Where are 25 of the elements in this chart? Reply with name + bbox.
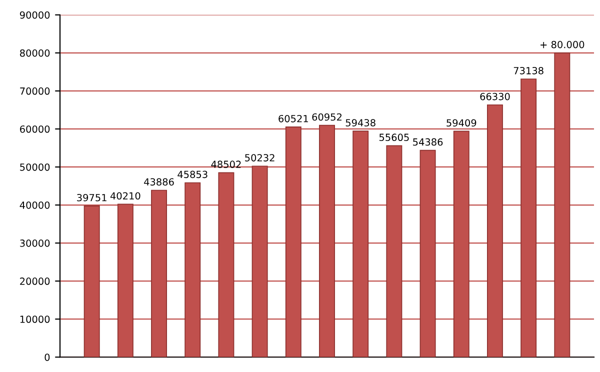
data-label: 66330 bbox=[480, 92, 510, 100]
data-label: + 80.000 bbox=[540, 40, 584, 48]
data-label: 59409 bbox=[446, 119, 476, 127]
data-label: 43886 bbox=[144, 178, 174, 186]
y-tick-label: 30000 bbox=[20, 240, 50, 247]
data-label: 45853 bbox=[178, 170, 208, 178]
data-label: 40210 bbox=[110, 192, 140, 200]
y-tick-label: 50000 bbox=[20, 163, 50, 171]
y-tick-label: 0 bbox=[44, 354, 50, 361]
data-label: 59438 bbox=[346, 119, 376, 126]
data-label: 50232 bbox=[245, 154, 274, 162]
y-tick-label: 70000 bbox=[20, 87, 50, 95]
data-label: 60952 bbox=[312, 113, 342, 121]
data-label: 54386 bbox=[413, 138, 443, 146]
y-tick-label: 90000 bbox=[20, 11, 50, 19]
y-tick-label: 10000 bbox=[20, 316, 50, 323]
data-label: 60521 bbox=[278, 114, 308, 122]
y-tick-label: 60000 bbox=[20, 125, 50, 133]
data-label: 73138 bbox=[514, 66, 544, 74]
y-tick-label: 40000 bbox=[20, 201, 50, 209]
y-tick-label: 20000 bbox=[20, 278, 50, 285]
data-label: 55605 bbox=[379, 134, 409, 142]
data-label: 48502 bbox=[211, 160, 241, 168]
data-label: 39751 bbox=[77, 194, 106, 202]
y-tick-label: 80000 bbox=[20, 49, 50, 57]
